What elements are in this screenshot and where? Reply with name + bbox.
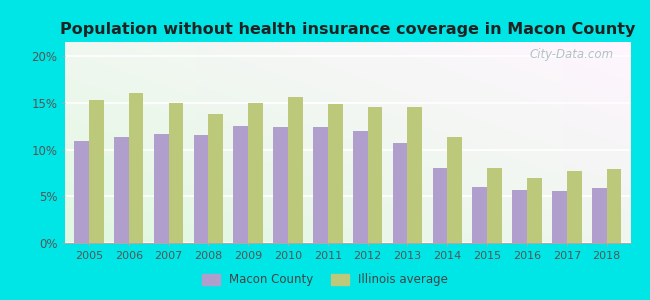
Bar [273, 127, 288, 243]
Text: City-Data.com: City-Data.com [529, 48, 614, 61]
Bar [288, 97, 303, 243]
Bar [512, 190, 527, 243]
Bar [328, 104, 343, 243]
Bar [89, 100, 103, 243]
Bar [567, 171, 582, 243]
Bar [74, 141, 89, 243]
Bar [129, 93, 144, 243]
Bar [168, 103, 183, 243]
Bar [233, 126, 248, 243]
Bar [393, 143, 408, 243]
Bar [606, 169, 621, 243]
Bar [313, 127, 328, 243]
Bar [248, 103, 263, 243]
Title: Population without health insurance coverage in Macon County: Population without health insurance cove… [60, 22, 636, 37]
Legend: Macon County, Illinois average: Macon County, Illinois average [197, 269, 453, 291]
Bar [209, 114, 223, 243]
Bar [527, 178, 541, 243]
Bar [447, 137, 462, 243]
Bar [433, 168, 447, 243]
Bar [552, 190, 567, 243]
Bar [487, 168, 502, 243]
Bar [154, 134, 168, 243]
Bar [408, 107, 422, 243]
Bar [353, 131, 368, 243]
Bar [473, 187, 487, 243]
Bar [114, 137, 129, 243]
Bar [592, 188, 606, 243]
Bar [194, 136, 209, 243]
Bar [368, 107, 382, 243]
